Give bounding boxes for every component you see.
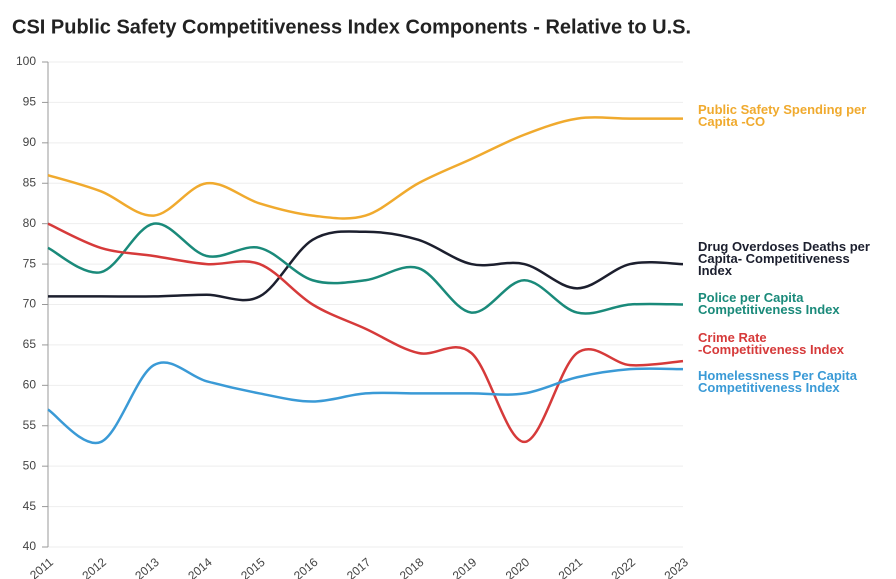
y-tick-label: 85 <box>23 175 37 189</box>
chart-title: CSI Public Safety Competitiveness Index … <box>12 16 691 38</box>
y-tick-label: 40 <box>23 539 37 553</box>
series-line <box>47 222 684 315</box>
series-label: Police per Capita Competitiveness Index <box>698 290 840 317</box>
series-line <box>48 230 684 302</box>
series-line <box>47 116 683 220</box>
y-tick-label: 75 <box>23 256 37 270</box>
y-tick-label: 45 <box>23 499 37 513</box>
x-tick-label: 2012 <box>79 555 109 579</box>
x-tick-label: 2019 <box>450 555 480 579</box>
y-tick-label: 95 <box>23 95 37 109</box>
y-tick-label: 80 <box>23 216 37 230</box>
x-tick-label: 2017 <box>344 555 374 579</box>
x-tick-label: 2023 <box>662 555 692 579</box>
x-tick-label: 2022 <box>609 555 639 579</box>
x-tick-label: 2021 <box>556 555 586 579</box>
series-label: Homelessness Per Capita Competitiveness … <box>698 368 857 395</box>
series-line <box>47 361 684 445</box>
y-tick-label: 55 <box>23 418 37 432</box>
series-label: Public Safety Spending per Capita -CO <box>698 102 867 129</box>
x-tick-label: 2016 <box>291 555 321 579</box>
series-label: Crime Rate -Competitiveness Index <box>698 330 844 357</box>
series-label: Drug Overdoses Deaths per Capita- Compet… <box>698 239 870 278</box>
y-tick-label: 65 <box>23 337 37 351</box>
series-line <box>47 222 684 444</box>
y-tick-label: 100 <box>16 54 36 68</box>
x-tick-label: 2018 <box>397 555 427 579</box>
y-tick-label: 90 <box>23 135 37 149</box>
x-tick-label: 2011 <box>27 555 56 579</box>
y-tick-label: 60 <box>23 378 37 392</box>
x-tick-label: 2013 <box>132 555 162 579</box>
x-tick-label: 2014 <box>185 555 215 579</box>
y-tick-label: 70 <box>23 297 37 311</box>
y-tick-label: 50 <box>23 458 37 472</box>
x-tick-label: 2020 <box>503 555 533 579</box>
x-tick-label: 2015 <box>238 555 268 579</box>
